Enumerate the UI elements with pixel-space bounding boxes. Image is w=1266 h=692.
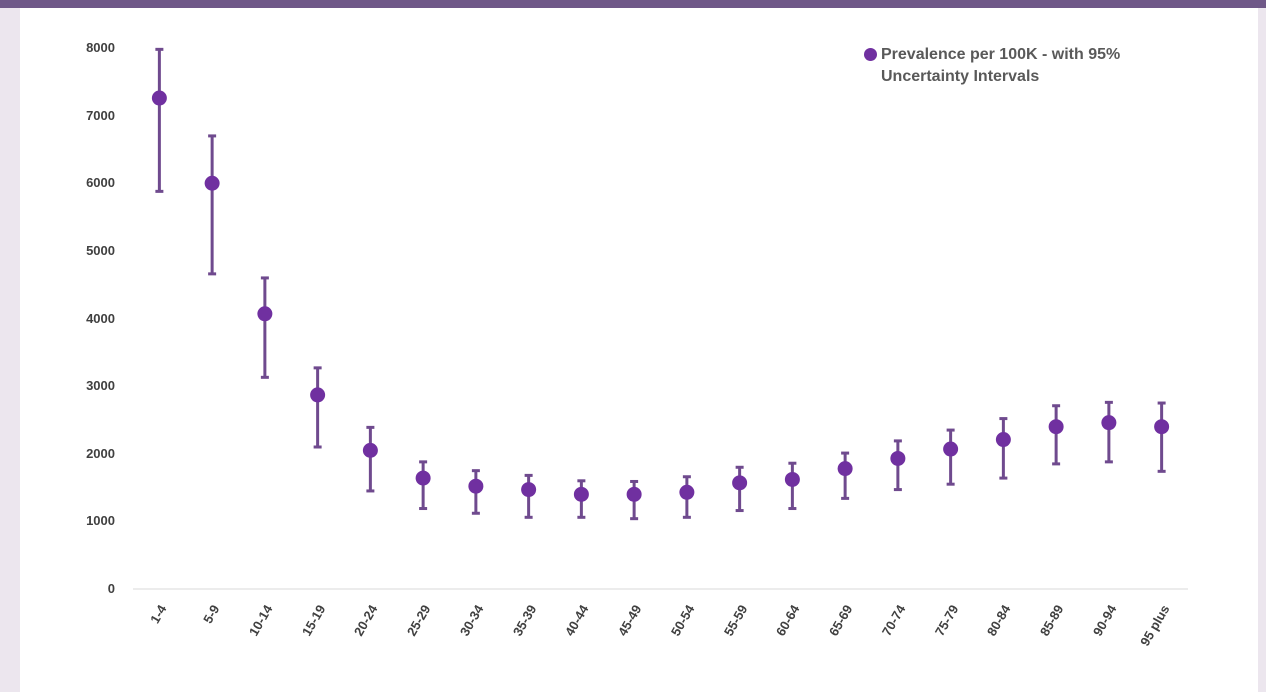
- y-tick-label: 8000: [86, 40, 115, 55]
- data-point: [151, 90, 167, 106]
- y-tick-label: 0: [107, 581, 115, 596]
- chart-panel: [20, 8, 1258, 692]
- y-tick-label: 2000: [86, 445, 115, 461]
- data-point: [626, 486, 642, 502]
- y-tick-label: 5000: [86, 242, 115, 258]
- data-point: [995, 432, 1011, 448]
- error-bar: [1157, 401, 1166, 473]
- error-bar: [1052, 404, 1061, 466]
- error-bar: [946, 428, 955, 486]
- data-point: [468, 478, 484, 494]
- data-point: [362, 442, 378, 458]
- data-point: [204, 175, 220, 191]
- data-points: [151, 90, 1170, 502]
- y-tick-label: 3000: [86, 378, 115, 394]
- data-point: [943, 441, 959, 457]
- data-point: [1154, 419, 1170, 435]
- data-point: [1101, 415, 1117, 431]
- y-tick-label: 4000: [86, 310, 115, 326]
- error-bars: [155, 47, 1166, 521]
- data-point: [257, 306, 273, 322]
- data-point: [837, 461, 853, 477]
- error-bar: [208, 134, 217, 276]
- error-bar: [313, 366, 322, 449]
- data-point: [784, 471, 800, 487]
- y-tick-label: 7000: [86, 107, 115, 123]
- data-point: [521, 482, 537, 498]
- error-bar: [155, 47, 164, 193]
- error-bar: [1104, 400, 1113, 464]
- data-point: [415, 470, 431, 486]
- data-point: [1048, 419, 1064, 435]
- data-point: [310, 387, 326, 403]
- y-tick-label: 6000: [86, 175, 115, 191]
- data-point: [732, 475, 748, 491]
- y-tick-label: 1000: [86, 513, 115, 529]
- data-point: [890, 450, 906, 466]
- legend-marker: [864, 48, 877, 61]
- legend-label: Prevalence per 100K - with 95% Uncertain…: [881, 46, 1121, 85]
- data-point: [573, 486, 589, 502]
- error-bar: [260, 276, 269, 379]
- error-bar: [366, 425, 375, 493]
- error-bar: [999, 417, 1008, 480]
- data-point: [679, 484, 695, 500]
- top-accent-bar: [0, 0, 1266, 8]
